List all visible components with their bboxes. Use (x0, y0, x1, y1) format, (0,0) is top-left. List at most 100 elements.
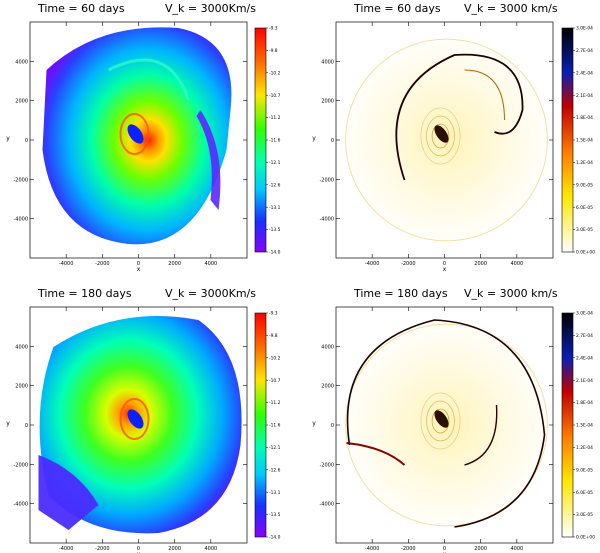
colorbar-label: 3.0E-05 (576, 512, 593, 518)
colorbar-label: -12.1 (269, 445, 281, 451)
inner-ring (431, 123, 450, 149)
outer-edge (345, 38, 548, 242)
x-tick-label: -4000 (59, 546, 74, 552)
inner-ring (119, 398, 150, 440)
colorbar-label: 1.5E-04 (576, 423, 593, 429)
y-tick-label: 4000 (321, 344, 334, 350)
panel-title-time: Time = 60 days (37, 2, 125, 15)
colorbar (561, 312, 574, 538)
panel-3: Time = 180 days V_k = 3000Km/s -4000 -2000 0… (6, 287, 280, 553)
colorbar-label: -9.8 (269, 48, 278, 54)
y-tick-label: -4000 (319, 217, 334, 223)
colorbar-label: -10.2 (269, 355, 281, 361)
panel-1: Time = 60 days V_k = 3000Km/s -4000 -2000 0 2… (6, 2, 280, 273)
inner-ring (119, 113, 150, 155)
y-tick-label: -4000 (13, 502, 28, 508)
y-tick-label: -2000 (319, 177, 334, 183)
colorbar-label: -13.5 (269, 512, 281, 518)
colorbar (561, 27, 574, 253)
colorbar-label: 2.7E-04 (576, 48, 593, 54)
colorbar-label: 2.4E-04 (576, 70, 593, 76)
colorbar-label: -12.6 (269, 467, 281, 473)
central-object (434, 410, 449, 428)
x-tick-label: 4000 (204, 546, 217, 552)
outer-edge (345, 323, 548, 527)
heatmap-field (42, 27, 232, 245)
y-tick-label: 0 (331, 423, 334, 429)
colorbar-label: -12.6 (269, 182, 281, 188)
spiral-arm (107, 58, 190, 101)
colorbar-label: 1.2E-04 (576, 445, 593, 451)
colorbar-label: 2.4E-04 (576, 355, 593, 361)
shock-front (395, 53, 524, 181)
panel-2: Time = 60 days V_k = 3000 km/s -4000 -2000 0… (312, 2, 595, 273)
x-tick-label: 0 (137, 546, 140, 552)
colorbar-label: -13.1 (269, 205, 281, 211)
heatmap-field (345, 319, 548, 528)
panel-title-time: Time = 180 days (37, 287, 132, 300)
y-tick-label: 4000 (321, 59, 334, 65)
x-axis-label: x (443, 266, 447, 273)
colorbar-label: -9.3 (269, 26, 278, 32)
y-axis-label: y (312, 135, 316, 142)
y-axis-label: y (312, 420, 316, 427)
y-axis-label: y (6, 420, 10, 427)
colorbar-label: 6.0E-05 (576, 490, 593, 496)
colorbar-label: 2.7E-04 (576, 333, 593, 339)
inner-ring (426, 400, 455, 442)
x-axis-label: x (137, 266, 141, 273)
inner-arc (464, 404, 498, 466)
colorbar-label: -11.6 (269, 423, 281, 429)
panel-4: Time = 180 days V_k = 3000 km/s -4000 -2000… (312, 287, 595, 553)
colorbar-label: -10.7 (269, 378, 281, 384)
y-tick-label: 2000 (321, 99, 334, 105)
colorbar-label: -9.3 (269, 311, 278, 317)
spiral-arm (464, 69, 505, 121)
colorbar-label: -11.2 (269, 400, 281, 406)
central-object (434, 125, 449, 143)
x-tick-label: 4000 (510, 546, 523, 552)
x-tick-label: -2000 (95, 261, 110, 267)
panel-title-velocity: V_k = 3000Km/s (165, 287, 256, 300)
colorbar-label: -13.1 (269, 490, 281, 496)
y-tick-label: 2000 (15, 384, 28, 390)
colorbar (254, 27, 267, 253)
spiral-arm (346, 442, 406, 466)
inner-ring (420, 392, 461, 450)
outer-arm (38, 455, 99, 530)
outer-arm (196, 110, 221, 210)
panel-title-time: Time = 180 days (353, 287, 448, 300)
colorbar-label: 1.5E-04 (576, 138, 593, 144)
panel-title-velocity: V_k = 3000Km/s (165, 2, 256, 15)
panel-title-velocity: V_k = 3000 km/s (464, 287, 558, 300)
x-tick-label: 0 (443, 261, 446, 267)
colorbar-label: -10.7 (269, 93, 281, 99)
y-tick-label: 2000 (15, 99, 28, 105)
x-tick-label: -2000 (401, 261, 416, 267)
colorbar-label: -13.5 (269, 227, 281, 233)
y-tick-label: 0 (25, 423, 28, 429)
x-tick-label: -2000 (95, 546, 110, 552)
colorbar (254, 312, 267, 538)
colorbar-label: 3.0E-04 (576, 311, 593, 317)
colorbar-label: 1.8E-04 (576, 400, 593, 406)
heatmap-field (345, 38, 548, 242)
x-axis-label: x (137, 551, 141, 553)
colorbar-label: -11.6 (269, 138, 281, 144)
y-tick-label: -2000 (13, 177, 28, 183)
x-tick-label: 2000 (474, 261, 487, 267)
colorbar-label: -12.1 (269, 160, 281, 166)
y-tick-label: 4000 (15, 59, 28, 65)
colorbar-label: -9.8 (269, 333, 278, 339)
inner-ring (426, 115, 455, 157)
y-tick-label: 0 (331, 138, 334, 144)
x-tick-label: 4000 (204, 261, 217, 267)
colorbar-label: 3.0E-05 (576, 227, 593, 233)
panel-title-time: Time = 60 days (353, 2, 441, 15)
y-axis-label: y (6, 135, 10, 142)
colorbar-label: 6.0E-05 (576, 205, 593, 211)
colorbar-label: 2.1E-04 (576, 93, 593, 99)
colorbar-label: -11.2 (269, 115, 281, 121)
x-axis-label: x (443, 551, 447, 553)
